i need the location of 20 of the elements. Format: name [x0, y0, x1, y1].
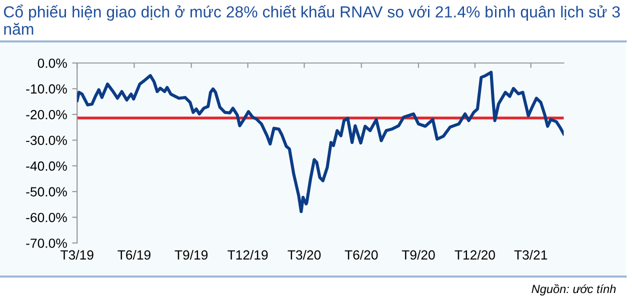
x-tick-label: T6/20 — [344, 250, 378, 260]
y-tick-label: 0.0% — [38, 58, 67, 68]
chart-title: Cổ phiếu hiện giao dịch ở mức 28% chiết khấu RNAV so với 21.4% bình quân lịch sử 3 năm — [4, 4, 620, 35]
x-tick-label: T3/20 — [288, 250, 321, 260]
y-tick-label: -30.0% — [26, 136, 67, 146]
x-tick-label: T6/19 — [118, 250, 150, 260]
y-tick-label: -50.0% — [26, 187, 67, 196]
y-tick-label: -40.0% — [26, 161, 67, 171]
x-tick-label: T3/21 — [514, 250, 548, 260]
x-tick-label: T3/19 — [60, 250, 94, 260]
x-tick-label: T12/19 — [228, 250, 268, 260]
y-tick-label: -60.0% — [26, 212, 67, 222]
line-series — [77, 70, 564, 214]
y-tick-label: -20.0% — [26, 110, 67, 120]
x-tick-label: T9/20 — [402, 250, 435, 260]
y-tick-label: -10.0% — [26, 84, 67, 94]
y-tick-label: -70.0% — [26, 238, 67, 248]
x-tick-label: T12/20 — [454, 250, 496, 260]
x-tick-label: T9/19 — [174, 250, 208, 260]
text: Nguồn: ước tính — [532, 284, 616, 296]
